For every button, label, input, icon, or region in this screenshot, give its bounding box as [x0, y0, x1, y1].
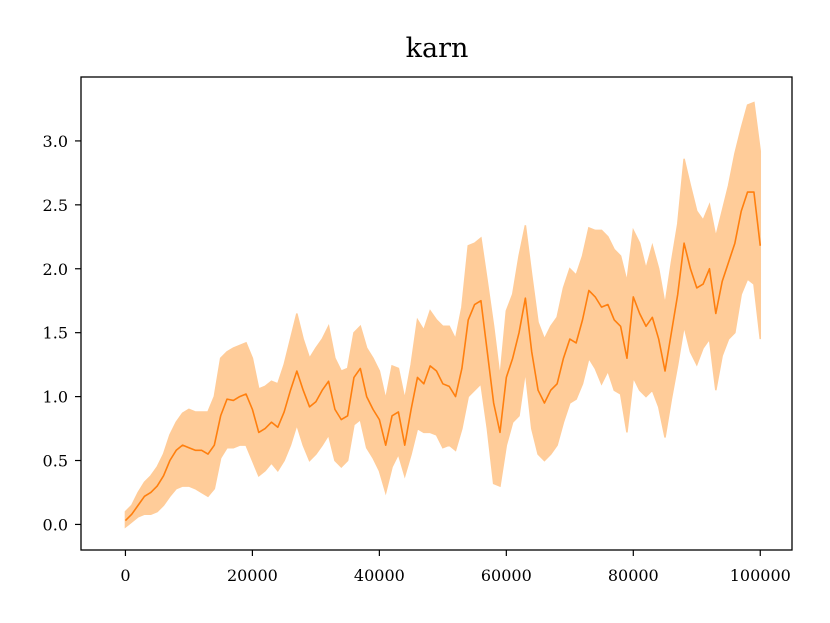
chart-title: karn: [406, 33, 469, 64]
y-tick-label: 2.5: [43, 196, 68, 215]
series-0-line: [124, 191, 762, 522]
x-tick-label: 20000: [227, 566, 278, 585]
series-line-layer: [124, 191, 762, 522]
x-tick-label: 60000: [481, 566, 532, 585]
x-axis: 0 20000 40000 60000 80000 100000: [120, 550, 791, 585]
y-tick-label: 1.5: [43, 324, 68, 343]
x-tick-label: 40000: [354, 566, 405, 585]
x-tick-label: 80000: [608, 566, 659, 585]
x-tick-label: 0: [120, 566, 130, 585]
x-tick-label: 100000: [730, 566, 791, 585]
y-tick-label: 2.0: [43, 260, 68, 279]
plot-frame: [80, 76, 793, 551]
y-tick-label: 3.0: [43, 132, 68, 151]
y-tick-label: 0.0: [43, 515, 68, 534]
series-0-band: [124, 101, 762, 529]
y-tick-label: 0.5: [43, 452, 68, 471]
confidence-band-layer: [124, 101, 762, 529]
y-axis: 0.0 0.5 1.0 1.5 2.0 2.5 3.0: [43, 132, 81, 534]
y-tick-label: 1.0: [43, 388, 68, 407]
